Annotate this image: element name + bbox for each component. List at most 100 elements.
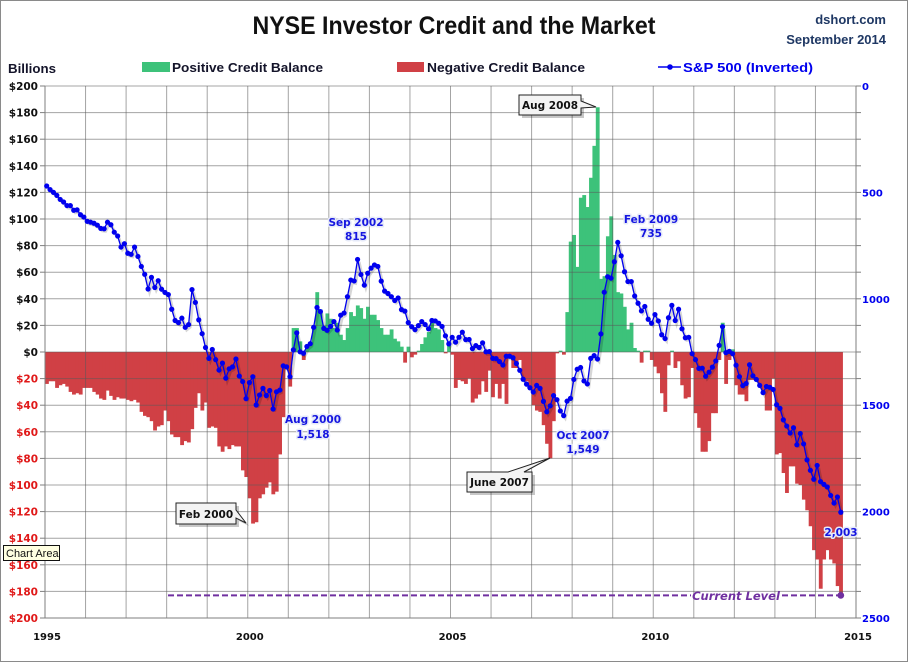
sp500-point — [699, 365, 705, 371]
positive-credit-bar — [298, 341, 303, 352]
negative-credit-bar — [656, 352, 661, 374]
negative-credit-bar — [186, 352, 191, 443]
axes — [40, 85, 861, 619]
positive-credit-bar — [382, 334, 387, 352]
y-axis-unit-label: Billions — [8, 61, 56, 76]
sp500-point — [591, 353, 597, 359]
y2-tick-label: 500 — [862, 188, 883, 199]
negative-credit-bar — [403, 352, 408, 363]
sp500-point — [544, 409, 550, 415]
negative-credit-bar — [51, 352, 56, 382]
positive-credit-bar — [589, 177, 593, 352]
positive-credit-bar — [295, 328, 299, 352]
negative-credit-bar — [676, 352, 681, 362]
negative-credit-bar — [528, 352, 533, 387]
sp500-point — [368, 265, 374, 271]
negative-credit-bar — [690, 352, 695, 368]
negative-credit-bar — [741, 352, 745, 395]
sp500-point — [561, 413, 567, 419]
negative-credit-bar — [240, 352, 245, 471]
sp500-point — [746, 362, 753, 368]
negative-credit-bar — [781, 352, 786, 474]
sp500-point — [510, 355, 516, 361]
positive-credit-bar — [399, 346, 404, 352]
sp500-point — [598, 331, 604, 337]
positive-credit-bar — [349, 312, 353, 352]
x-tick-label: 1995 — [33, 632, 61, 643]
annotation-date: Oct 2007 — [556, 430, 609, 442]
sp500-point — [158, 286, 165, 292]
sp500-point — [111, 229, 117, 235]
negative-credit-bar — [112, 352, 117, 400]
sp500-point — [378, 278, 384, 284]
negative-credit-bar — [504, 352, 509, 404]
sp500-point — [135, 253, 141, 260]
callout-box — [175, 502, 247, 525]
positive-credit-bar — [558, 350, 563, 352]
sp500-point — [131, 244, 138, 250]
tooltip-text: Chart Area — [6, 548, 59, 560]
y-tick-label: $180 — [9, 586, 38, 598]
sp500-point — [466, 336, 472, 343]
positive-credit-bar — [585, 207, 590, 352]
positive-credit-bar — [342, 340, 347, 352]
sp500-point — [314, 304, 320, 311]
positive-credit-bar — [393, 338, 397, 352]
sp500-point — [449, 334, 455, 340]
annotation-date: Aug 2000 — [285, 414, 341, 426]
negative-credit-bar — [109, 352, 114, 396]
negative-credit-bar — [707, 352, 712, 442]
sp500-point — [770, 386, 776, 393]
sp500-point — [537, 385, 543, 391]
positive-credit-bar — [423, 337, 428, 352]
negative-credit-bar — [224, 352, 228, 447]
positive-credit-bar — [592, 145, 597, 352]
current-level-line — [168, 591, 845, 599]
negative-credit-bar — [288, 352, 293, 387]
negative-credit-bar — [176, 352, 181, 438]
sp500-point — [402, 308, 408, 314]
positive-credit-bar — [322, 328, 326, 352]
positive-credit-bar — [386, 334, 391, 352]
negative-credit-bar — [724, 352, 729, 384]
annotation-latest-sp500: 2,003 — [823, 526, 859, 541]
y-tick-label: $200 — [9, 613, 38, 625]
negative-credit-bar — [99, 352, 103, 399]
sp500-point — [311, 324, 317, 330]
positive-credit-bar — [626, 329, 631, 352]
negative-credit-bar — [254, 352, 259, 523]
sp500-point — [409, 324, 415, 330]
sp500-point — [209, 346, 215, 353]
sp500-point — [773, 402, 780, 408]
y-tick-label: $200 — [9, 81, 38, 93]
negative-credit-bar — [153, 352, 157, 431]
positive-credit-bar — [595, 107, 600, 352]
sp500-point — [662, 335, 668, 342]
sp500-series — [44, 183, 844, 516]
negative-credit-bar — [230, 352, 235, 446]
y-tick-label: $20 — [16, 320, 38, 332]
sp500-point — [709, 364, 715, 370]
sp500-point — [655, 318, 661, 324]
negative-credit-bar — [771, 352, 776, 379]
negative-credit-bar — [105, 352, 110, 391]
positive-credit-bar — [430, 322, 435, 352]
positive-credit-bar — [612, 254, 617, 352]
negative-credit-bar — [653, 352, 658, 367]
negative-credit-bar — [680, 352, 685, 386]
sp500-point — [713, 358, 719, 364]
sp500-point — [148, 274, 155, 280]
positive-credit-bar — [436, 329, 441, 352]
annotation-value: 1,518 — [296, 429, 329, 441]
sp500-point — [60, 199, 67, 205]
negative-credit-bar — [146, 352, 151, 418]
y-tick-label: $140 — [9, 533, 38, 545]
sp500-point — [523, 381, 530, 387]
sp500-point — [828, 492, 834, 499]
sp500-point — [601, 289, 607, 295]
negative-credit-bar — [541, 352, 546, 426]
negative-credit-bar — [453, 352, 458, 388]
callout-box — [466, 457, 551, 493]
legend-item-positive: Positive Credit Balance — [142, 60, 323, 75]
negative-credit-bar — [545, 352, 549, 444]
